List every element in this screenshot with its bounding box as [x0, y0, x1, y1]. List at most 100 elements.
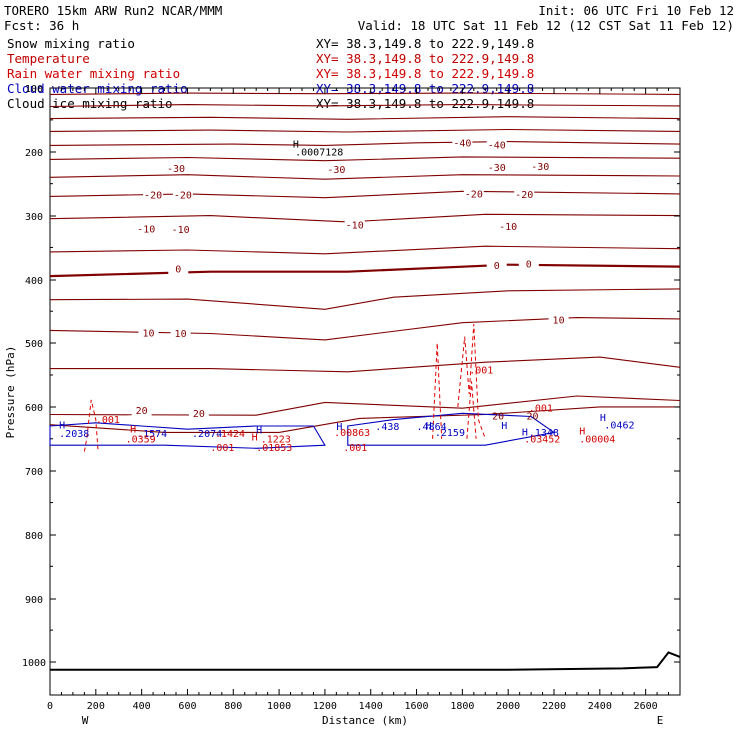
field-extremum-label: H: [59, 421, 65, 432]
temperature-contour: [49, 288, 681, 310]
x-tick-label: 0: [47, 701, 53, 712]
rain-water-contour: [432, 343, 443, 439]
field-extremum-label: .0462: [604, 421, 634, 432]
field-extremum-label: H: [252, 433, 258, 444]
field-xy-range: XY= 38.3,149.8 to 222.9,149.8: [316, 51, 534, 66]
contour-label-bg: [188, 407, 209, 419]
field-xy-range: XY= 38.3,149.8 to 222.9,149.8: [316, 96, 534, 111]
field-extremum-label: .4864: [417, 422, 447, 433]
contour-label-bg: [452, 136, 473, 148]
plot-area: -40 -40 -30 -30 -30 -30 -20 -20 -20 -20 -10 -10 -10 -…: [49, 92, 681, 671]
y-tick-label: 100: [25, 84, 43, 95]
temperature-contour-label: -10: [499, 222, 517, 233]
contour-label-bg: [463, 187, 484, 199]
y-tick-label: 1000: [22, 658, 46, 669]
temperature-contour: [49, 116, 681, 120]
x-tick-label: 1000: [267, 701, 291, 712]
run-title: TORERO 15km ARW Run2 NCAR/MMM: [4, 3, 222, 18]
temperature-contour-label: -30: [488, 163, 506, 174]
x-tick-label: 1600: [404, 701, 428, 712]
field-extremum-label: .01853: [256, 443, 292, 454]
contour-label-bg: [326, 163, 347, 175]
field-extremum-label: H: [579, 426, 585, 437]
contour-label-bg: [498, 220, 519, 232]
y-tick-label: 800: [25, 531, 43, 542]
field-extremum-label: H: [501, 421, 507, 432]
y-axis-label: Pressure (hPa): [4, 346, 17, 439]
temperature-contour-label: -30: [327, 165, 345, 176]
field-extremum-label: .00863: [334, 428, 370, 439]
terrain-line: [50, 651, 681, 671]
field-extremum-label: H: [336, 422, 342, 433]
temperature-contour-label: 0: [494, 261, 500, 272]
temperature-contour-label: -30: [531, 162, 549, 173]
rain-water-contour: [83, 399, 99, 452]
x-tick-label: 2600: [634, 701, 658, 712]
x-tick-label: 1200: [313, 701, 337, 712]
x-tick-label: 2000: [496, 701, 520, 712]
cloud-water-contour: [49, 422, 326, 449]
temperature-contour-label: -40: [488, 140, 506, 151]
temperature-contour-label: 10: [175, 329, 187, 340]
temperature-contour-label: -10: [137, 224, 155, 235]
cloud-water-contour: [347, 412, 556, 446]
x-tick-label: 800: [224, 701, 242, 712]
y-tick-label: 900: [25, 595, 43, 606]
field-extremum-label: H: [426, 421, 432, 432]
contour-label-bg: [166, 162, 186, 174]
field-extremum-label: .2074: [192, 429, 222, 440]
field-extremum-label: H: [522, 428, 528, 439]
field-xy-range: XY= 38.3,149.8 to 222.9,149.8: [316, 66, 534, 81]
temperature-contour-label: 20: [193, 409, 205, 420]
field-extremum-label: .001: [343, 443, 367, 454]
temperature-contour-label: 10: [142, 328, 154, 339]
field-extremum-label: .001: [529, 403, 553, 414]
rain-water-contour: [466, 381, 477, 439]
temperature-contour: [49, 128, 681, 133]
west-label: W: [82, 714, 89, 727]
field-extremum-label: .1574: [137, 429, 167, 440]
contour-label-bg: [170, 327, 191, 339]
field-extremum-label: H: [130, 424, 136, 435]
field-extremum-label: .001: [469, 366, 493, 377]
y-tick-label: 700: [25, 467, 43, 478]
temperature-contour: [50, 356, 681, 373]
temperature-contour-label: -30: [167, 164, 185, 175]
field-extremum-label: .0359: [126, 435, 156, 446]
temperature-contour-label: -10: [172, 225, 190, 236]
field-extremum-label: .1348: [529, 428, 559, 439]
y-tick-label: 500: [25, 339, 43, 350]
y-tick-label: 200: [25, 148, 43, 159]
temperature-contour: [49, 213, 681, 223]
contour-label-bg: [172, 189, 193, 201]
temperature-contour: [49, 174, 681, 180]
x-tick-label: 200: [87, 701, 105, 712]
y-tick-label: 300: [25, 212, 43, 223]
x-tick-label: 600: [178, 701, 196, 712]
temperature-contour: [49, 141, 681, 146]
rain-water-contour: [457, 323, 486, 439]
temperature-contour-label: -20: [174, 191, 192, 202]
contour-label-bg: [548, 314, 569, 326]
temperature-contour: [49, 190, 681, 199]
temperature-contour: [49, 104, 681, 108]
field-name: Snow mixing ratio: [7, 36, 135, 51]
field-extremum-label: .438: [375, 422, 399, 433]
axes: 0 200 400 600 800 1000 1200 1400 1600 1800 2000 220…: [22, 84, 680, 712]
temperature-contour: [49, 245, 681, 255]
field-extremum-label: H: [256, 426, 262, 437]
field-extremum-label: .0007128: [295, 148, 343, 159]
field-name: Cloud ice mixing ratio: [7, 96, 173, 111]
field-name: Rain water mixing ratio: [7, 66, 180, 81]
contour-label-bg: [486, 259, 507, 271]
contour-label-bg: [486, 161, 507, 173]
temperature-contour-label: 0: [175, 265, 181, 276]
temperature-contour-label: 20: [136, 406, 148, 417]
contour-label-bg: [136, 222, 157, 234]
contour-label-bg: [170, 223, 191, 235]
plot-frame: [49, 87, 681, 696]
y-tick-label: 600: [25, 403, 43, 414]
field-extremum-label: .1223: [261, 435, 291, 446]
contour-label-bg: [530, 160, 551, 172]
